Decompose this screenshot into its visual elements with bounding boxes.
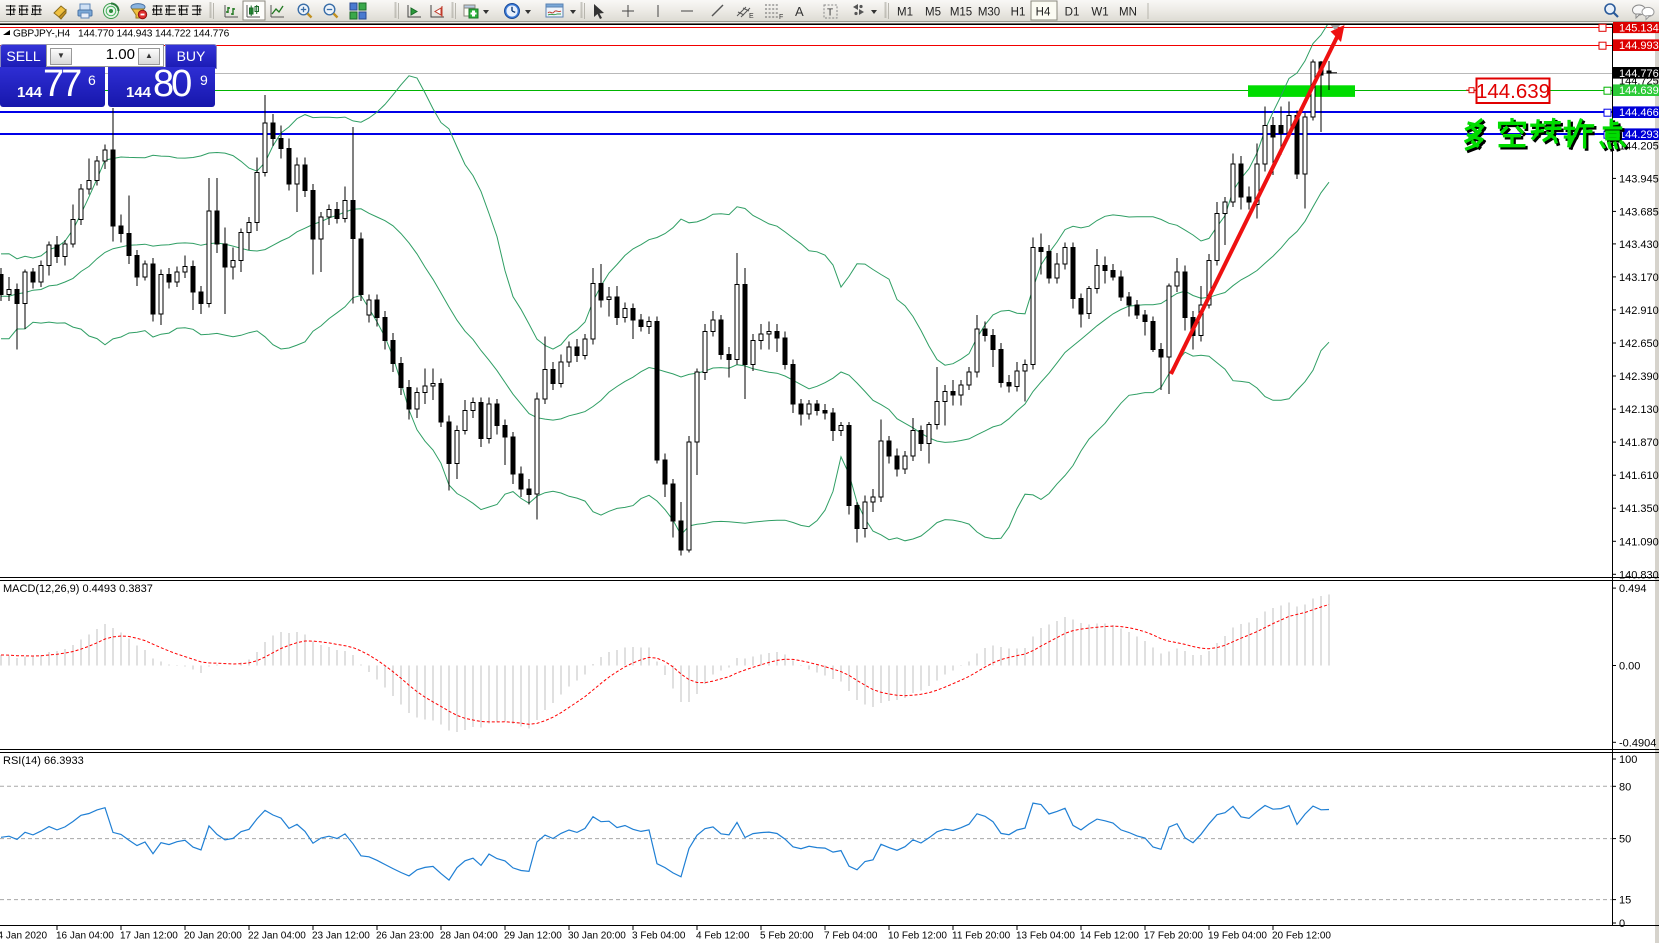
svg-text:10 Feb 12:00: 10 Feb 12:00	[888, 931, 947, 942]
svg-text:D1: D1	[1065, 7, 1080, 19]
svg-text:0: 0	[1619, 918, 1625, 930]
svg-text:E: E	[749, 13, 754, 20]
svg-text:M30: M30	[978, 7, 1000, 19]
svg-text:GBPJPY-,H4 144.770 144.943 1: GBPJPY-,H4 144.770 144.943 144.722 144.7…	[13, 29, 230, 40]
svg-text:143.430: 143.430	[1619, 239, 1659, 251]
svg-text:141.350: 141.350	[1619, 503, 1659, 515]
svg-text:M5: M5	[925, 7, 941, 19]
svg-text:17 Feb 20:00: 17 Feb 20:00	[1144, 931, 1203, 942]
svg-text:14 Jan 2020: 14 Jan 2020	[0, 931, 47, 942]
svg-text:142.130: 142.130	[1619, 404, 1659, 416]
svg-text:141.610: 141.610	[1619, 470, 1659, 482]
svg-text:17 Jan 12:00: 17 Jan 12:00	[120, 931, 178, 942]
svg-text:144.205: 144.205	[1619, 140, 1659, 152]
svg-text:4 Feb 12:00: 4 Feb 12:00	[696, 931, 750, 942]
svg-text:M15: M15	[950, 7, 972, 19]
svg-text:20 Jan 20:00: 20 Jan 20:00	[184, 931, 242, 942]
svg-text:141.870: 141.870	[1619, 437, 1659, 449]
svg-text:3 Feb 04:00: 3 Feb 04:00	[632, 931, 686, 942]
svg-text:22 Jan 04:00: 22 Jan 04:00	[248, 931, 306, 942]
svg-text:0.494: 0.494	[1619, 583, 1647, 595]
svg-text:141.090: 141.090	[1619, 536, 1659, 548]
svg-text:28 Jan 04:00: 28 Jan 04:00	[440, 931, 498, 942]
svg-text:80: 80	[1619, 781, 1631, 793]
svg-text:143.170: 143.170	[1619, 272, 1659, 284]
svg-text:A: A	[795, 4, 804, 19]
svg-text:26 Jan 23:00: 26 Jan 23:00	[376, 931, 434, 942]
svg-text:7 Feb 04:00: 7 Feb 04:00	[824, 931, 878, 942]
svg-text:50: 50	[1619, 834, 1631, 846]
svg-text:144.639: 144.639	[1476, 80, 1550, 103]
svg-text:0.00: 0.00	[1619, 661, 1640, 673]
svg-text:-0.4904: -0.4904	[1619, 737, 1656, 749]
svg-text:MN: MN	[1119, 7, 1137, 19]
svg-text:5 Feb 20:00: 5 Feb 20:00	[760, 931, 814, 942]
svg-text:M1: M1	[897, 7, 913, 19]
svg-text:RSI(14) 66.3933: RSI(14) 66.3933	[3, 755, 84, 767]
svg-text:100: 100	[1619, 754, 1637, 766]
svg-text:W1: W1	[1091, 7, 1108, 19]
svg-text:T: T	[827, 8, 833, 19]
svg-text:143.945: 143.945	[1619, 173, 1659, 185]
svg-text:30 Jan 20:00: 30 Jan 20:00	[568, 931, 626, 942]
svg-text:19 Feb 04:00: 19 Feb 04:00	[1208, 931, 1267, 942]
svg-text:13 Feb 04:00: 13 Feb 04:00	[1016, 931, 1075, 942]
svg-text:29 Jan 12:00: 29 Jan 12:00	[504, 931, 562, 942]
svg-text:144.639: 144.639	[1619, 85, 1659, 97]
svg-text:140.830: 140.830	[1619, 569, 1659, 581]
svg-text:MACD(12,26,9) 0.4493 0.3837: MACD(12,26,9) 0.4493 0.3837	[3, 583, 153, 595]
svg-text:F: F	[779, 14, 783, 21]
svg-text:144.293: 144.293	[1619, 129, 1659, 141]
svg-text:16 Jan 04:00: 16 Jan 04:00	[56, 931, 114, 942]
svg-text:142.910: 142.910	[1619, 305, 1659, 317]
svg-text:143.685: 143.685	[1619, 206, 1659, 218]
svg-text:23 Jan 12:00: 23 Jan 12:00	[312, 931, 370, 942]
svg-text:15: 15	[1619, 895, 1631, 907]
svg-text:H4: H4	[1036, 7, 1051, 19]
svg-text:145.134: 145.134	[1619, 22, 1659, 34]
svg-text:H1: H1	[1011, 7, 1026, 19]
svg-text:142.390: 142.390	[1619, 371, 1659, 383]
svg-text:144.993: 144.993	[1619, 40, 1659, 52]
svg-text:11 Feb 20:00: 11 Feb 20:00	[952, 931, 1011, 942]
svg-text:14 Feb 12:00: 14 Feb 12:00	[1080, 931, 1139, 942]
svg-text:144.776: 144.776	[1619, 68, 1659, 80]
svg-text:142.650: 142.650	[1619, 338, 1659, 350]
svg-text:20 Feb 12:00: 20 Feb 12:00	[1272, 931, 1331, 942]
svg-text:144.466: 144.466	[1619, 107, 1659, 119]
